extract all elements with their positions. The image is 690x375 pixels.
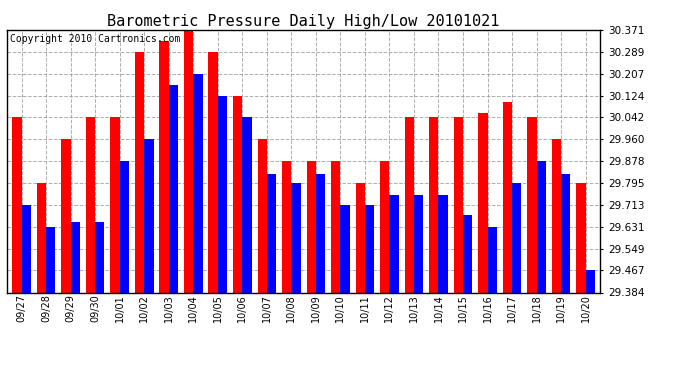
Bar <box>438 195 448 292</box>
Bar <box>561 174 571 292</box>
Bar <box>61 139 70 292</box>
Bar <box>242 117 252 292</box>
Bar <box>257 139 267 292</box>
Bar <box>478 113 488 292</box>
Title: Barometric Pressure Daily High/Low 20101021: Barometric Pressure Daily High/Low 20101… <box>108 14 500 29</box>
Bar <box>527 117 537 292</box>
Bar <box>208 52 218 292</box>
Bar <box>552 139 561 292</box>
Bar <box>144 139 154 292</box>
Bar <box>537 161 546 292</box>
Bar <box>586 270 595 292</box>
Bar <box>306 161 316 292</box>
Bar <box>95 222 104 292</box>
Bar <box>110 117 119 292</box>
Bar <box>429 117 438 292</box>
Bar <box>291 183 301 292</box>
Bar <box>453 117 463 292</box>
Bar <box>86 117 95 292</box>
Bar <box>218 96 227 292</box>
Bar <box>135 52 144 292</box>
Bar <box>340 205 350 292</box>
Bar <box>267 174 276 292</box>
Bar <box>404 117 414 292</box>
Bar <box>169 85 178 292</box>
Text: Copyright 2010 Cartronics.com: Copyright 2010 Cartronics.com <box>10 34 180 44</box>
Bar <box>193 74 203 292</box>
Bar <box>21 205 31 292</box>
Bar <box>576 183 586 292</box>
Bar <box>512 183 522 292</box>
Bar <box>70 222 80 292</box>
Bar <box>503 102 512 292</box>
Bar <box>365 205 374 292</box>
Bar <box>316 174 325 292</box>
Bar <box>37 183 46 292</box>
Bar <box>355 183 365 292</box>
Bar <box>488 227 497 292</box>
Bar <box>414 195 423 292</box>
Bar <box>12 117 21 292</box>
Bar <box>46 227 55 292</box>
Bar <box>463 215 472 292</box>
Bar <box>159 41 169 292</box>
Bar <box>119 161 129 292</box>
Bar <box>233 96 242 292</box>
Bar <box>282 161 291 292</box>
Bar <box>184 30 193 292</box>
Bar <box>331 161 340 292</box>
Bar <box>380 161 389 292</box>
Bar <box>389 195 399 292</box>
